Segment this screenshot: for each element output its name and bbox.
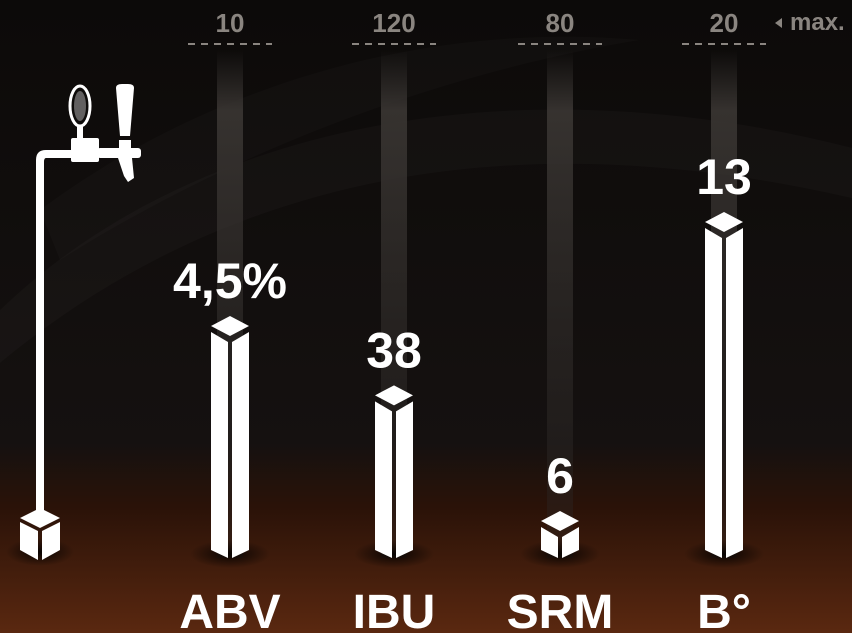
bar-value-label: 4,5% [173, 253, 287, 309]
bar-value-label: 13 [696, 149, 752, 205]
bar-top-cap [375, 385, 413, 406]
max-label: max. [790, 9, 845, 36]
tap-shadow [6, 538, 74, 566]
bar-right-face [562, 527, 579, 558]
max-tick-label: 10 [216, 8, 245, 38]
bar-left-face [375, 401, 392, 558]
bar-shadow [354, 540, 434, 568]
bar-value-label: 38 [366, 322, 422, 378]
beer-tap-icon [36, 84, 141, 510]
bar-right-face [396, 401, 413, 558]
bar-track [547, 50, 573, 558]
bars-layer: 10 4,5% ABV 120 38 IBU 80 6 SRM 20 13 B° [173, 8, 766, 633]
category-label: ABV [179, 586, 280, 633]
bar-shadow [684, 540, 764, 568]
max-tick-label: 20 [710, 8, 739, 38]
bar-value-label: 6 [546, 448, 574, 504]
bar-top-cap [541, 511, 579, 531]
chevron-left-icon [775, 18, 782, 28]
max-tick-label: 80 [546, 8, 575, 38]
max-tick-label: 120 [372, 8, 415, 38]
bar-top-cap [211, 316, 249, 336]
category-label: SRM [507, 586, 614, 633]
max-indicator: max. [775, 9, 845, 36]
bar-top-cap [705, 212, 743, 232]
bar-right-face [726, 228, 743, 558]
bar-left-face [541, 527, 558, 558]
bar-shadow [190, 540, 270, 568]
category-label: B° [697, 586, 751, 633]
category-label: IBU [353, 586, 436, 633]
bar-left-face [211, 332, 228, 558]
bar-shadow [520, 540, 600, 568]
cube-icon [20, 508, 60, 560]
bar-right-face [232, 332, 249, 558]
bar-left-face [705, 228, 722, 558]
